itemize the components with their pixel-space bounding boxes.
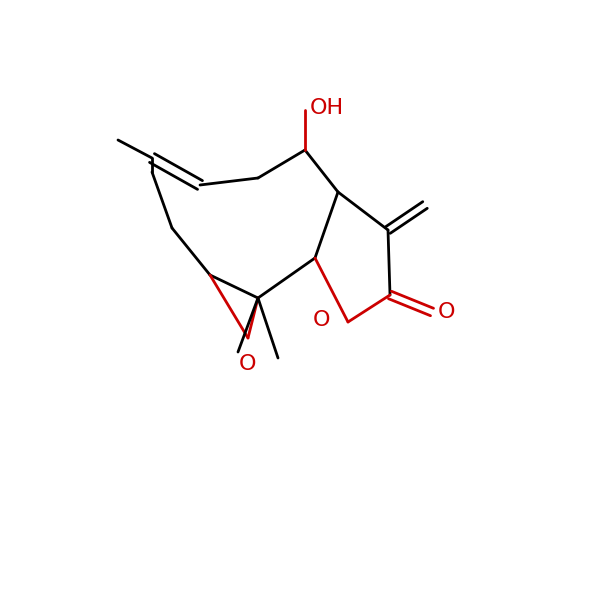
Text: O: O: [313, 310, 330, 330]
Text: O: O: [239, 354, 257, 374]
Text: O: O: [438, 302, 455, 322]
Text: OH: OH: [310, 98, 344, 118]
